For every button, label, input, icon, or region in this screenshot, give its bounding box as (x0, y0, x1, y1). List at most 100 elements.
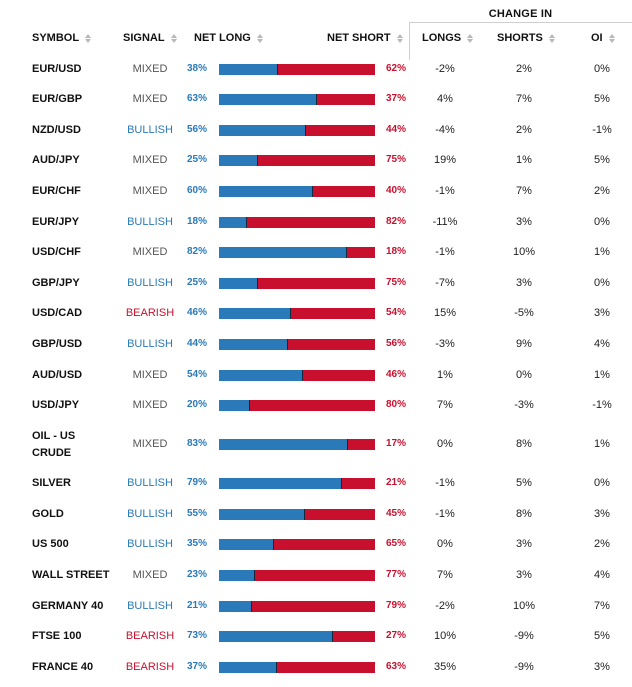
change-oi-value: 1% (594, 438, 610, 450)
signal-label: MIXED (132, 399, 168, 411)
sort-icon[interactable] (396, 33, 403, 43)
symbol-link[interactable]: US 500 (32, 538, 69, 550)
signal-label: BEARISH (125, 661, 175, 673)
signal-label: MIXED (132, 63, 168, 75)
header-shorts[interactable]: SHORTS (497, 32, 555, 44)
net-short-value: 75% (386, 277, 407, 288)
change-oi-value: 3% (594, 508, 610, 520)
net-short-value: 65% (386, 538, 407, 549)
net-short-value: 75% (386, 154, 407, 165)
change-shorts-value: 0% (516, 369, 532, 381)
change-oi-value: 0% (594, 277, 610, 289)
symbol-link[interactable]: EUR/USD (32, 63, 82, 75)
long-bar-fill (219, 631, 333, 642)
change-shorts-value: -9% (514, 630, 534, 642)
long-bar-fill (219, 339, 288, 350)
long-bar-fill (219, 155, 258, 166)
net-long-value: 37% (187, 661, 208, 672)
sort-icon[interactable] (467, 33, 474, 43)
net-short-value: 40% (386, 185, 407, 196)
change-oi-value: 0% (594, 63, 610, 75)
symbol-link[interactable]: EUR/JPY (32, 216, 80, 228)
change-longs-value: 35% (433, 661, 457, 673)
symbol-link[interactable]: FTSE 100 (32, 630, 82, 642)
long-short-bar (219, 370, 375, 381)
symbol-link[interactable]: GOLD (32, 508, 64, 520)
change-longs-value: 0% (437, 538, 453, 550)
change-longs-value: 15% (433, 307, 457, 319)
symbol-link[interactable]: GBP/USD (32, 338, 83, 350)
change-oi-value: -1% (592, 399, 612, 411)
change-shorts-value: 1% (516, 154, 532, 166)
symbol-link[interactable]: SILVER (32, 477, 71, 489)
symbol-link[interactable]: USD/CAD (32, 307, 83, 319)
change-longs-value: -1% (435, 185, 455, 197)
net-long-value: 55% (187, 508, 208, 519)
sort-icon[interactable] (85, 33, 92, 43)
symbol-link[interactable]: NZD/USD (32, 124, 81, 136)
change-shorts-value: 3% (516, 538, 532, 550)
change-shorts-value: 3% (516, 569, 532, 581)
symbol-link[interactable]: AUD/USD (32, 369, 83, 381)
sort-icon[interactable] (256, 33, 263, 43)
long-bar-fill (219, 278, 258, 289)
long-short-bar (219, 439, 375, 450)
net-long-value: 35% (187, 538, 208, 549)
symbol-link[interactable]: GERMANY 40 (32, 600, 104, 612)
symbol-link[interactable]: USD/JPY (32, 399, 80, 411)
header-signal[interactable]: SIGNAL (123, 32, 177, 44)
symbol-link[interactable]: AUD/JPY (32, 154, 80, 166)
symbol-link[interactable]: OIL - US CRUDE (32, 428, 75, 462)
net-short-value: 37% (386, 93, 407, 104)
net-short-value: 27% (386, 630, 407, 641)
symbol-link[interactable]: GBP/JPY (32, 277, 80, 289)
symbol-link[interactable]: USD/CHF (32, 246, 81, 258)
change-longs-value: -2% (435, 63, 455, 75)
net-long-value: 79% (187, 477, 208, 488)
long-bar-fill (219, 94, 318, 105)
net-short-value: 80% (386, 399, 407, 410)
symbol-link[interactable]: FRANCE 40 (32, 661, 94, 673)
change-oi-value: 3% (594, 661, 610, 673)
sort-icon[interactable] (170, 33, 177, 43)
signal-label: BULLISH (127, 277, 173, 289)
symbol-link[interactable]: WALL STREET (32, 569, 110, 581)
header-net-short[interactable]: NET SHORT (327, 32, 403, 44)
net-short-value: 45% (386, 508, 407, 519)
change-shorts-value: 3% (516, 277, 532, 289)
signal-label: BULLISH (127, 538, 173, 550)
change-oi-value: -1% (592, 124, 612, 136)
header-oi-label: OI (591, 32, 603, 44)
change-shorts-value: 3% (516, 216, 532, 228)
change-oi-value: 2% (594, 185, 610, 197)
header-oi[interactable]: OI (591, 32, 615, 44)
change-longs-value: -2% (435, 600, 455, 612)
symbol-link[interactable]: EUR/GBP (32, 93, 83, 105)
long-short-bar (219, 662, 375, 673)
change-longs-value: -11% (432, 216, 458, 228)
net-long-value: 63% (187, 93, 208, 104)
sort-icon[interactable] (608, 33, 615, 43)
change-oi-value: 5% (594, 93, 610, 105)
header-net-long[interactable]: NET LONG (194, 32, 263, 44)
net-long-value: 38% (187, 63, 208, 74)
change-shorts-value: -3% (514, 399, 534, 411)
long-short-bar (219, 509, 375, 520)
net-short-value: 82% (386, 216, 407, 227)
change-shorts-value: 7% (516, 185, 532, 197)
header-longs[interactable]: LONGS (422, 32, 474, 44)
header-symbol[interactable]: SYMBOL (32, 32, 92, 44)
signal-label: MIXED (132, 246, 168, 258)
change-shorts-value: -9% (514, 661, 534, 673)
signal-label: BEARISH (125, 630, 175, 642)
net-short-value: 56% (386, 338, 407, 349)
net-long-value: 46% (187, 307, 208, 318)
change-shorts-value: 10% (512, 246, 536, 258)
header-shorts-label: SHORTS (497, 32, 543, 44)
symbol-link[interactable]: EUR/CHF (32, 185, 81, 197)
long-short-bar (219, 478, 375, 489)
sort-icon[interactable] (548, 33, 555, 43)
symbol-line: OIL - US (32, 430, 76, 442)
long-bar-fill (219, 478, 343, 489)
